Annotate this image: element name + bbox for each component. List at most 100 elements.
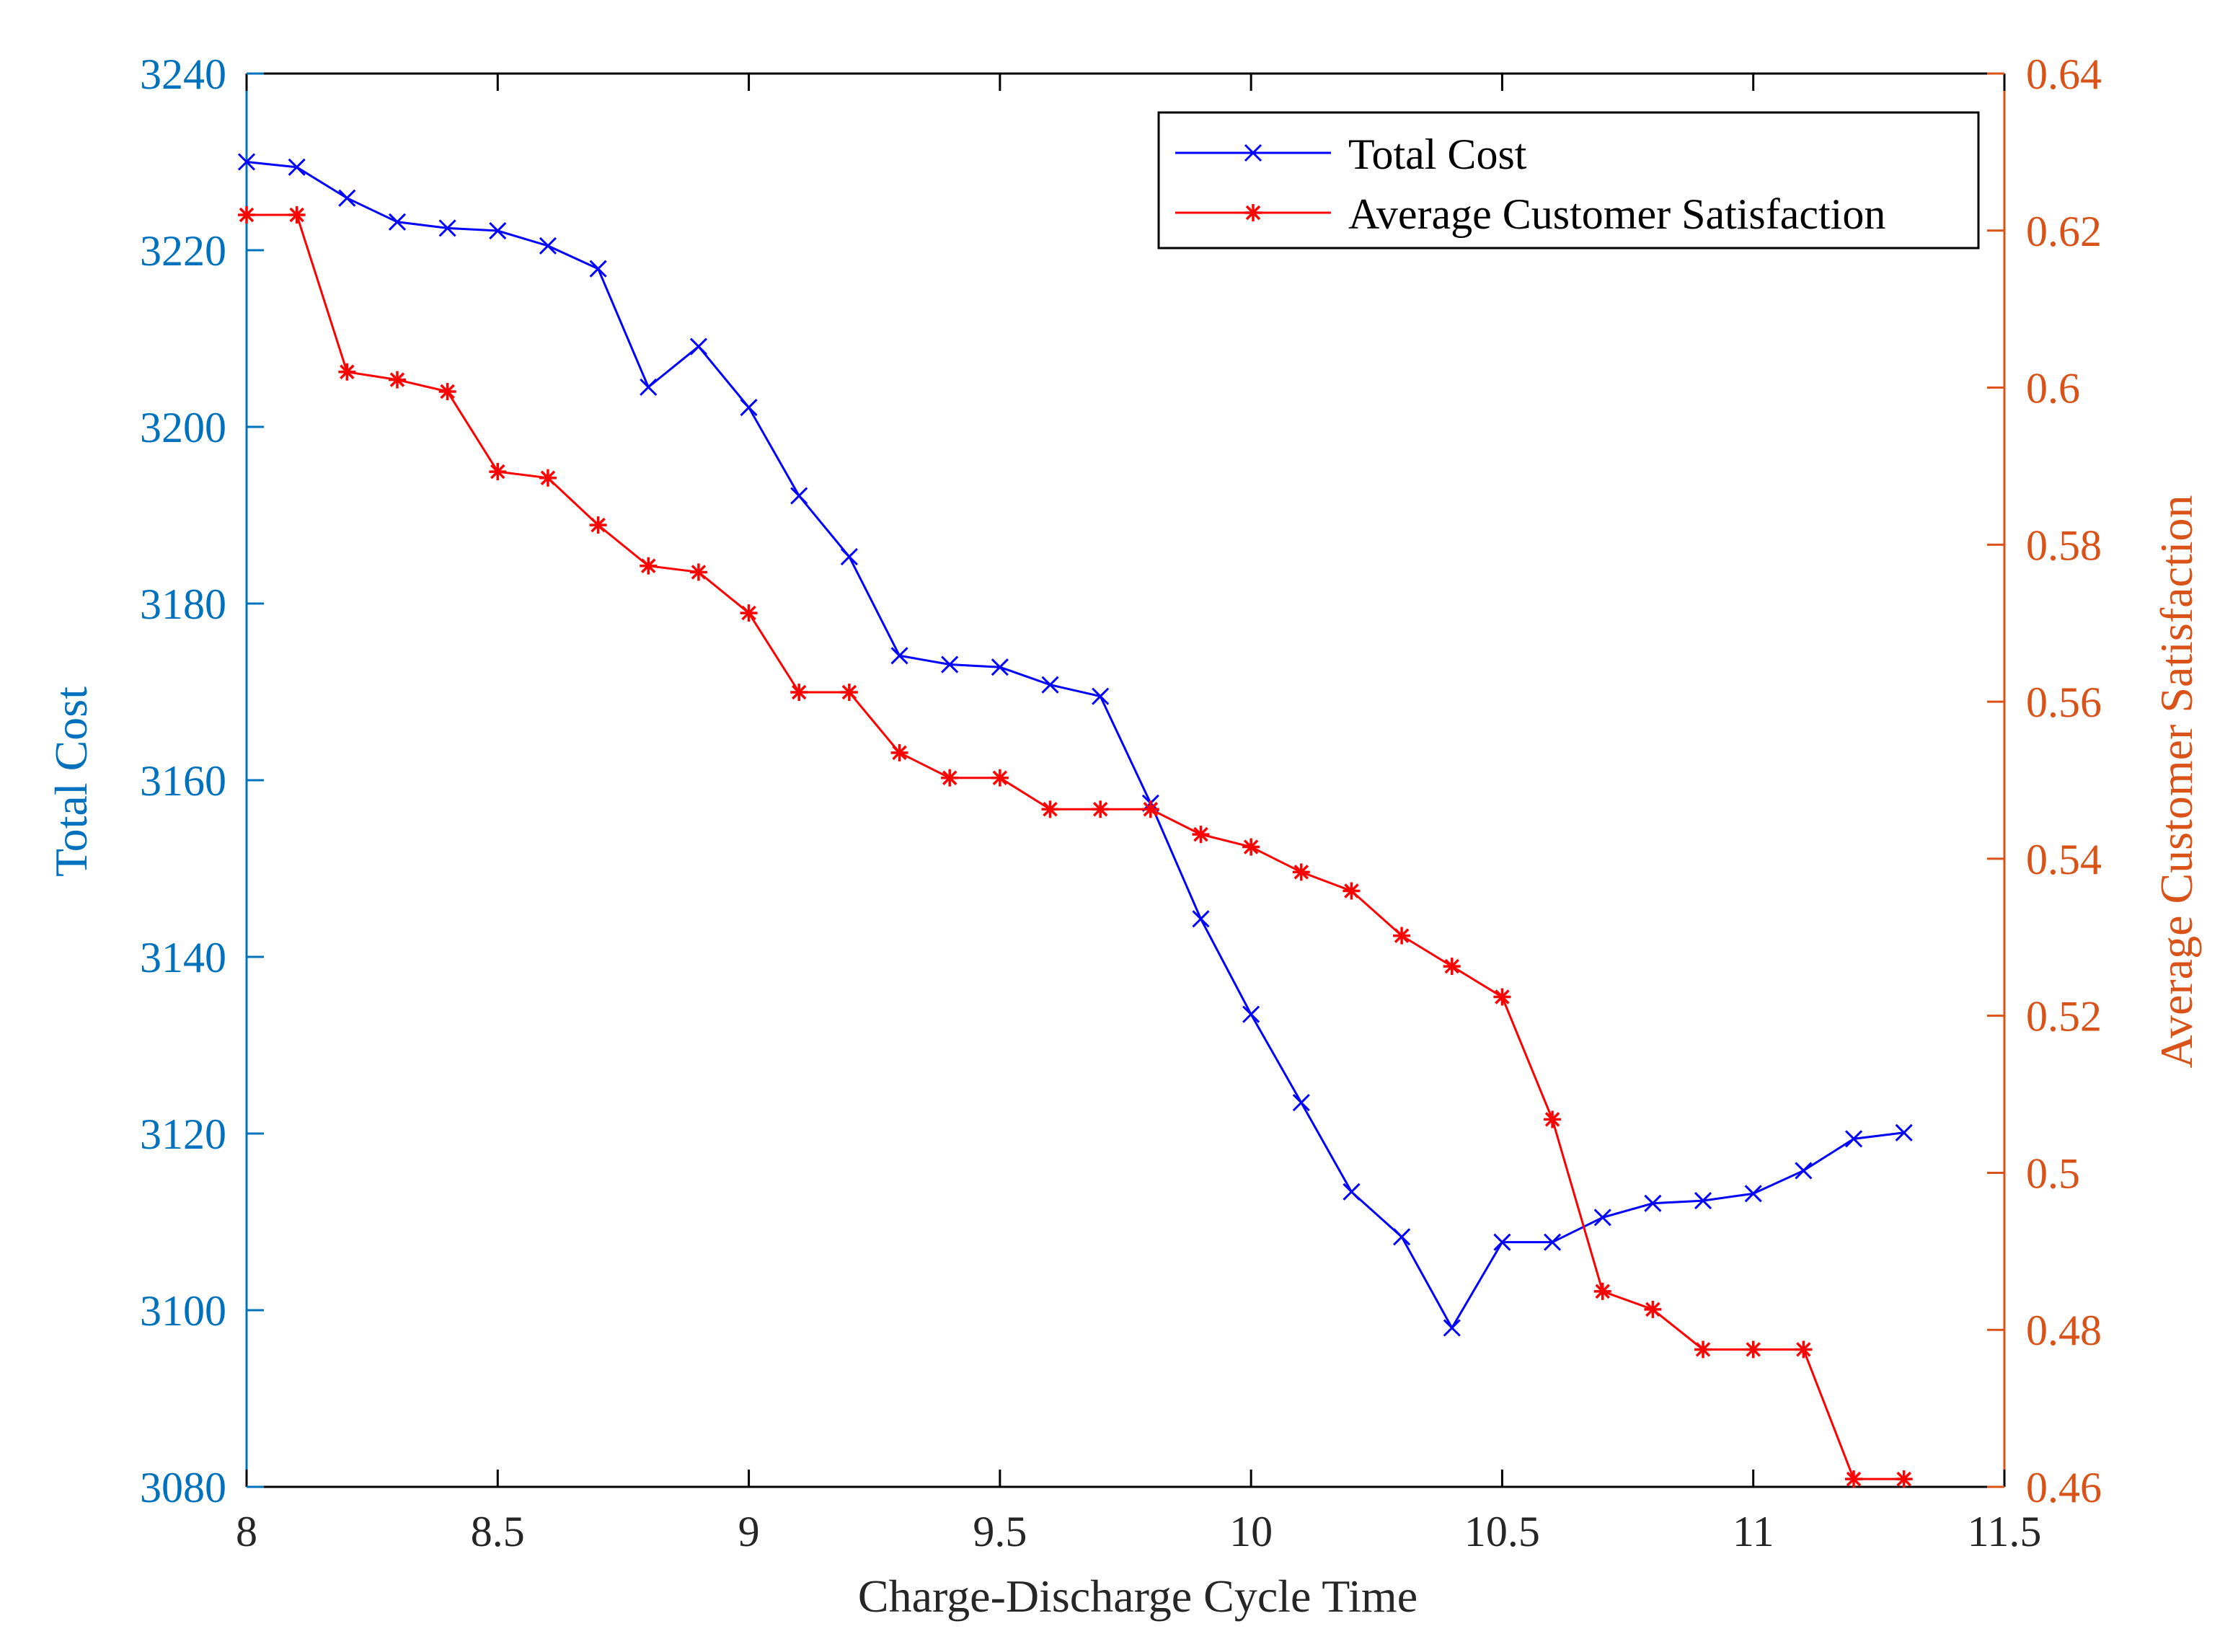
- x-tick-label: 8.5: [471, 1508, 525, 1555]
- y-right-tick-label: 0.6: [2026, 365, 2080, 412]
- data-point-total-cost: [941, 655, 959, 673]
- data-point-total-cost: [1593, 1209, 1611, 1227]
- data-point-total-cost: [1493, 1233, 1511, 1251]
- data-point-satisfaction: [1593, 1282, 1611, 1300]
- data-point-total-cost: [589, 260, 607, 278]
- y-left-tick-label: 3220: [140, 227, 226, 275]
- data-point-satisfaction: [1845, 1470, 1863, 1488]
- y-right-tick-label: 0.46: [2026, 1464, 2102, 1511]
- y-left-tick-label: 3140: [140, 934, 226, 981]
- data-point-total-cost: [1292, 1094, 1310, 1112]
- y-right-tick-label: 0.64: [2026, 50, 2102, 98]
- data-point-satisfaction: [740, 604, 758, 622]
- data-point-satisfaction: [288, 206, 306, 224]
- data-point-satisfaction: [1343, 882, 1361, 900]
- data-point-satisfaction: [438, 383, 456, 400]
- data-point-total-cost: [1192, 910, 1210, 928]
- y-left-tick-label: 3200: [140, 404, 226, 451]
- y-left-tick-label: 3120: [140, 1110, 226, 1158]
- legend-label-satisfaction: Average Customer Satisfaction: [1348, 190, 1885, 238]
- data-point-total-cost: [1744, 1185, 1762, 1203]
- data-point-total-cost: [890, 647, 908, 665]
- data-point-satisfaction: [1795, 1340, 1813, 1359]
- y-right-tick-label: 0.54: [2026, 836, 2102, 883]
- legend-marker-x: [1244, 143, 1262, 162]
- y-right-tick-label: 0.48: [2026, 1307, 2102, 1354]
- data-point-satisfaction: [1041, 800, 1059, 818]
- data-point-satisfaction: [941, 769, 959, 787]
- y-left-tick-label: 3100: [140, 1287, 226, 1335]
- y-right-tick-label: 0.62: [2026, 208, 2102, 255]
- data-point-satisfaction: [1192, 826, 1210, 844]
- y-axis-left-label: Total Cost: [45, 686, 97, 877]
- y-left-tick-label: 3080: [140, 1464, 226, 1511]
- x-tick-label: 8: [236, 1508, 257, 1555]
- y-axis-right-label: Average Customer Satisfaction: [2151, 495, 2202, 1068]
- y-right-tick-label: 0.58: [2026, 521, 2102, 569]
- data-point-total-cost: [1041, 676, 1059, 694]
- data-point-satisfaction: [1744, 1340, 1762, 1359]
- data-point-total-cost: [438, 219, 456, 237]
- data-point-total-cost: [1844, 1130, 1863, 1148]
- data-point-satisfaction: [1895, 1470, 1913, 1488]
- data-point-total-cost: [338, 189, 356, 207]
- data-point-total-cost: [1242, 1005, 1260, 1023]
- data-point-total-cost: [840, 548, 858, 566]
- legend-label-total-cost: Total Cost: [1348, 131, 1527, 178]
- data-point-satisfaction: [1092, 800, 1110, 818]
- data-point-total-cost: [388, 213, 407, 231]
- series-line-satisfaction: [247, 213, 1904, 1480]
- x-tick-label: 9.5: [973, 1508, 1027, 1555]
- data-point-satisfaction: [1393, 927, 1411, 945]
- data-point-total-cost: [1644, 1194, 1662, 1212]
- legend-marker-total-cost: [1244, 143, 1262, 162]
- data-point-satisfaction: [640, 557, 658, 575]
- data-point-total-cost: [489, 221, 507, 240]
- legend: Total Cost Average Customer Satisfaction: [1157, 111, 1980, 249]
- data-point-satisfaction: [890, 743, 908, 761]
- data-point-total-cost: [1795, 1162, 1813, 1180]
- data-point-satisfaction: [1292, 863, 1310, 881]
- y-left-tick-label: 3240: [140, 50, 226, 98]
- data-point-satisfaction: [338, 363, 356, 381]
- data-point-total-cost: [1443, 1319, 1461, 1337]
- data-point-total-cost: [640, 378, 658, 396]
- legend-box: [1157, 111, 1980, 249]
- data-point-satisfaction: [1694, 1340, 1712, 1359]
- x-tick-label: 10: [1229, 1508, 1273, 1555]
- legend-marker-satisfaction: [1244, 204, 1262, 221]
- data-point-satisfaction: [539, 469, 557, 487]
- data-point-satisfaction: [689, 563, 707, 581]
- data-point-total-cost: [1895, 1123, 1913, 1141]
- y-left-tick-label: 3160: [140, 757, 226, 805]
- data-point-total-cost: [1694, 1192, 1712, 1210]
- data-point-satisfaction: [991, 769, 1009, 787]
- series-line-total-cost: [246, 161, 1904, 1330]
- data-point-total-cost: [539, 237, 557, 255]
- data-point-total-cost: [1544, 1233, 1562, 1251]
- data-point-total-cost: [237, 153, 256, 171]
- data-point-satisfaction: [790, 684, 808, 702]
- x-tick-label: 9: [738, 1508, 760, 1555]
- y-right-tick-label: 0.52: [2026, 993, 2102, 1041]
- data-point-total-cost: [689, 337, 707, 355]
- y-right-tick-label: 0.5: [2026, 1149, 2080, 1197]
- data-point-satisfaction: [1443, 958, 1461, 976]
- data-point-total-cost: [1092, 687, 1110, 705]
- x-tick-label: 10.5: [1464, 1508, 1540, 1555]
- data-point-satisfaction: [1141, 800, 1159, 818]
- data-point-satisfaction: [589, 516, 607, 534]
- data-point-total-cost: [790, 487, 808, 505]
- data-point-total-cost: [1393, 1228, 1411, 1246]
- data-point-satisfaction: [238, 206, 255, 224]
- data-point-satisfaction: [1493, 988, 1511, 1006]
- data-point-satisfaction: [489, 463, 507, 481]
- data-point-satisfaction: [1242, 838, 1260, 856]
- legend-marker-star: [1244, 204, 1262, 221]
- data-point-total-cost: [740, 398, 758, 417]
- data-point-satisfaction: [840, 684, 858, 702]
- data-point-total-cost: [288, 158, 306, 176]
- data-point-satisfaction: [1544, 1110, 1562, 1128]
